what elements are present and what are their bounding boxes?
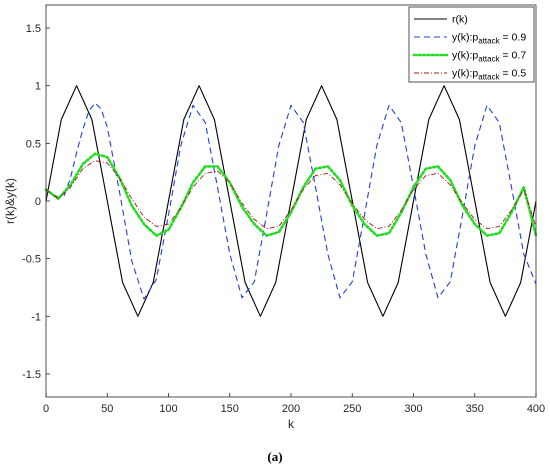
x-tick-label: 0 xyxy=(43,403,49,415)
x-tick-label: 50 xyxy=(101,403,113,415)
legend-label-2: y(k):pattack = 0.7 xyxy=(452,50,526,64)
series-layer xyxy=(44,85,538,317)
y-axis-label: r(k)&y(k) xyxy=(3,178,17,224)
figure-caption: (a) xyxy=(267,449,283,464)
x-tick-label: 250 xyxy=(343,403,361,415)
series-line-3 xyxy=(45,160,537,230)
x-tick-label: 200 xyxy=(282,403,300,415)
y-tick-label: -0.5 xyxy=(22,254,41,266)
y-tick-label: -1.5 xyxy=(22,369,41,381)
legend-label-0: r(k) xyxy=(452,14,468,26)
series-line-1 xyxy=(45,102,537,300)
x-tick-label: 150 xyxy=(221,403,239,415)
legend-label-3: y(k):pattack = 0.5 xyxy=(452,68,526,82)
x-tick-label: 300 xyxy=(404,403,422,415)
y-tick-label: 1 xyxy=(35,81,41,93)
y-tick-label: 1.5 xyxy=(26,23,41,35)
chart-figure: 0 50 100 150 200 250 300 350 400 -1.5 -1 -0.5 0 0.5 1 1… xyxy=(3,4,545,431)
series-line-0 xyxy=(45,85,537,317)
legend: r(k) y(k):pattack = 0.9 y(k):pattack = 0.7… xyxy=(408,6,535,83)
tick-layer: 0 50 100 150 200 250 300 350 400 -1.5 -1 -0.5 0 0.5 1 1… xyxy=(22,23,545,415)
y-tick-label: 0 xyxy=(35,196,41,208)
x-axis-label: k xyxy=(288,417,295,431)
x-tick-label: 100 xyxy=(159,403,177,415)
y-tick-label: -1 xyxy=(31,311,41,323)
series-line-2 xyxy=(44,152,538,237)
legend-label-1: y(k):pattack = 0.9 xyxy=(452,32,526,46)
x-tick-label: 400 xyxy=(527,403,545,415)
x-tick-label: 350 xyxy=(466,403,484,415)
y-tick-label: 0.5 xyxy=(26,138,41,150)
